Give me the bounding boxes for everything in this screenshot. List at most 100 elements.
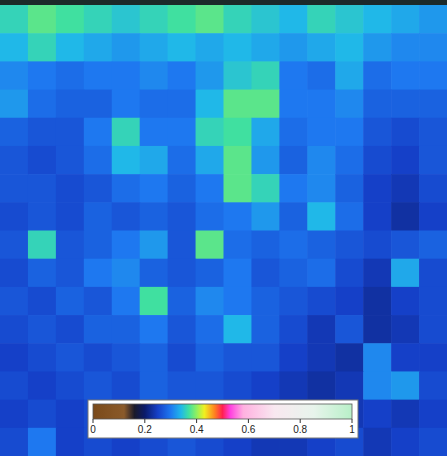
heat-cell <box>140 118 169 147</box>
heat-cell <box>28 400 57 429</box>
heat-cell <box>279 287 308 316</box>
heat-cell <box>279 61 308 90</box>
top-edge <box>0 0 447 5</box>
colorbar-tick <box>93 419 94 423</box>
heat-cell <box>279 231 308 260</box>
heat-cell <box>168 315 197 344</box>
heat-cell <box>224 146 253 175</box>
heat-cell <box>307 259 336 288</box>
heat-cell <box>419 118 447 147</box>
heat-cell <box>168 287 197 316</box>
heat-cell <box>84 61 113 90</box>
heat-cell <box>335 90 364 119</box>
heat-cell <box>251 259 280 288</box>
heat-cell <box>363 231 392 260</box>
heat-cell <box>279 174 308 203</box>
heat-cell <box>0 343 29 372</box>
heat-cell <box>224 287 253 316</box>
heat-cell <box>419 400 447 429</box>
heat-cell <box>112 174 141 203</box>
heat-cell <box>0 315 29 344</box>
heat-cell <box>168 5 197 34</box>
heat-cell <box>168 146 197 175</box>
heat-cell <box>140 259 169 288</box>
heat-cell <box>0 400 29 429</box>
heat-cell <box>56 287 85 316</box>
heat-cell <box>140 146 169 175</box>
heat-cell <box>251 61 280 90</box>
heat-cell <box>419 202 447 231</box>
heat-cell <box>84 33 113 62</box>
heat-cell <box>391 174 420 203</box>
heat-cell <box>363 428 392 456</box>
heat-cell <box>224 90 253 119</box>
heat-cell <box>28 90 57 119</box>
colorbar-tick-label: 0.6 <box>241 424 255 435</box>
heat-cell <box>335 118 364 147</box>
heat-cell <box>28 343 57 372</box>
heat-cell <box>307 174 336 203</box>
heat-cell <box>196 174 225 203</box>
heat-cell <box>168 174 197 203</box>
colorbar-tick <box>248 419 249 423</box>
heat-cell <box>335 231 364 260</box>
heat-cell <box>112 146 141 175</box>
heat-cell <box>112 202 141 231</box>
heat-cell <box>419 146 447 175</box>
heat-cell <box>168 202 197 231</box>
heat-cell <box>279 202 308 231</box>
heat-cell <box>0 231 29 260</box>
heat-cell <box>224 33 253 62</box>
heat-cell <box>363 174 392 203</box>
heat-cell <box>28 231 57 260</box>
heat-cell <box>279 90 308 119</box>
heat-cell <box>391 315 420 344</box>
colorbar-tick-label: 0 <box>90 424 96 435</box>
heat-cell <box>56 428 85 456</box>
heat-cell <box>251 202 280 231</box>
heat-cell <box>335 61 364 90</box>
heat-cell <box>168 118 197 147</box>
heat-cell <box>140 90 169 119</box>
heat-cell <box>391 231 420 260</box>
heat-cell <box>307 231 336 260</box>
heat-cell <box>391 146 420 175</box>
heat-cell <box>0 90 29 119</box>
heat-cell <box>28 61 57 90</box>
colorbar-tick-label: 0.8 <box>293 424 307 435</box>
heat-cell <box>335 174 364 203</box>
heat-cell <box>224 61 253 90</box>
heat-cell <box>140 231 169 260</box>
heat-cell <box>196 259 225 288</box>
heat-cell <box>84 371 113 400</box>
heat-cell <box>363 371 392 400</box>
heat-cell <box>391 118 420 147</box>
heat-cell <box>251 287 280 316</box>
heat-cell <box>56 174 85 203</box>
heat-cell <box>279 315 308 344</box>
heat-cell <box>140 33 169 62</box>
heat-cell <box>251 5 280 34</box>
heat-cell <box>224 343 253 372</box>
heat-cell <box>307 287 336 316</box>
heat-cell <box>112 61 141 90</box>
heat-cell <box>391 287 420 316</box>
heat-cell <box>0 428 29 456</box>
heat-cell <box>112 231 141 260</box>
heat-cell <box>56 371 85 400</box>
heat-cell <box>363 146 392 175</box>
heat-cell <box>335 371 364 400</box>
heat-cell <box>28 118 57 147</box>
heat-cell <box>419 287 447 316</box>
colorbar-tick <box>352 419 353 423</box>
heat-cell <box>168 90 197 119</box>
heat-cell <box>391 259 420 288</box>
heat-cell <box>112 118 141 147</box>
heat-cell <box>0 371 29 400</box>
heat-cell <box>140 61 169 90</box>
heat-cell <box>419 315 447 344</box>
heat-cell <box>196 5 225 34</box>
heat-cell <box>224 315 253 344</box>
heat-cell <box>28 371 57 400</box>
heat-cell <box>279 259 308 288</box>
